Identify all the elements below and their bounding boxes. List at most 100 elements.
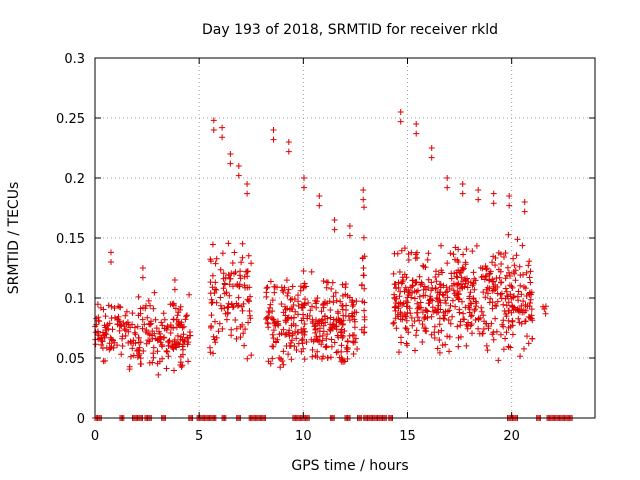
data-point bbox=[100, 329, 106, 336]
data-point bbox=[399, 316, 406, 323]
data-point bbox=[446, 348, 453, 355]
data-point bbox=[392, 281, 399, 287]
data-point bbox=[338, 355, 345, 361]
data-point bbox=[274, 321, 281, 328]
data-point bbox=[469, 282, 476, 289]
data-point bbox=[421, 283, 428, 290]
data-point bbox=[161, 325, 168, 332]
data-point bbox=[439, 269, 446, 276]
data-point bbox=[460, 251, 467, 258]
data-point bbox=[217, 266, 224, 273]
data-point bbox=[121, 323, 128, 330]
data-point bbox=[236, 283, 243, 290]
data-point bbox=[413, 309, 420, 316]
data-point bbox=[504, 272, 510, 279]
data-point bbox=[304, 315, 311, 322]
data-point bbox=[361, 307, 368, 314]
data-point bbox=[288, 356, 295, 363]
data-point bbox=[129, 345, 136, 352]
data-point bbox=[127, 338, 134, 345]
data-point bbox=[281, 284, 288, 291]
data-point bbox=[318, 308, 325, 315]
data-point bbox=[239, 321, 246, 328]
data-point bbox=[396, 293, 403, 300]
data-point bbox=[323, 284, 330, 291]
data-point bbox=[285, 329, 292, 336]
data-point bbox=[106, 340, 113, 347]
data-point bbox=[290, 302, 297, 308]
data-point bbox=[239, 307, 246, 314]
data-point bbox=[505, 299, 512, 306]
data-point bbox=[119, 343, 126, 349]
data-point bbox=[455, 343, 462, 350]
data-point bbox=[333, 326, 340, 333]
data-point bbox=[444, 260, 451, 267]
data-point bbox=[349, 303, 356, 310]
data-point bbox=[213, 255, 220, 262]
data-point bbox=[157, 333, 164, 340]
data-point-peak bbox=[139, 265, 146, 271]
data-point bbox=[267, 301, 274, 308]
data-point bbox=[285, 351, 292, 358]
data-point bbox=[300, 345, 307, 352]
data-point bbox=[177, 303, 184, 310]
data-point bbox=[127, 353, 134, 360]
data-point-peak bbox=[506, 193, 513, 199]
data-point bbox=[488, 320, 495, 327]
data-point bbox=[248, 352, 255, 359]
data-point bbox=[244, 268, 251, 275]
data-point bbox=[435, 271, 442, 278]
data-point bbox=[457, 270, 464, 276]
data-point bbox=[170, 302, 177, 309]
data-point bbox=[171, 367, 177, 374]
data-point-peak bbox=[475, 187, 482, 193]
data-point bbox=[433, 278, 440, 285]
data-point bbox=[245, 252, 252, 259]
data-point bbox=[156, 328, 162, 335]
data-point bbox=[295, 340, 302, 347]
data-point-peak bbox=[219, 124, 226, 131]
data-point bbox=[328, 336, 335, 343]
data-point-peak bbox=[227, 160, 234, 167]
data-point bbox=[225, 240, 232, 247]
data-point bbox=[509, 284, 516, 291]
data-point-peak bbox=[270, 127, 277, 133]
data-point bbox=[454, 323, 461, 330]
data-point bbox=[489, 305, 496, 312]
data-point bbox=[213, 286, 220, 293]
data-point bbox=[490, 278, 497, 285]
data-point bbox=[209, 241, 216, 248]
data-point bbox=[277, 356, 284, 363]
data-point bbox=[186, 332, 193, 339]
data-point bbox=[219, 325, 226, 332]
data-point bbox=[497, 279, 504, 286]
data-point bbox=[222, 274, 229, 281]
data-point bbox=[303, 339, 310, 345]
data-point bbox=[286, 306, 293, 313]
data-point bbox=[173, 344, 180, 351]
data-point bbox=[438, 327, 445, 334]
data-point bbox=[502, 285, 509, 292]
data-point bbox=[229, 260, 236, 266]
data-point bbox=[132, 324, 138, 331]
data-point bbox=[212, 318, 218, 325]
data-point bbox=[495, 266, 502, 273]
data-point bbox=[463, 321, 470, 328]
data-point bbox=[108, 303, 115, 310]
data-point bbox=[174, 339, 180, 346]
data-point bbox=[163, 348, 170, 354]
data-point bbox=[391, 319, 397, 326]
data-point bbox=[409, 322, 416, 329]
data-point bbox=[118, 351, 125, 358]
data-point bbox=[159, 322, 166, 329]
data-point bbox=[398, 339, 405, 346]
data-point bbox=[466, 293, 473, 300]
data-point bbox=[436, 281, 443, 288]
data-point bbox=[228, 270, 235, 277]
data-point bbox=[350, 351, 357, 357]
data-point bbox=[265, 314, 272, 320]
data-point bbox=[211, 336, 218, 343]
data-point bbox=[463, 342, 470, 349]
data-point bbox=[402, 325, 409, 331]
data-point bbox=[484, 290, 491, 297]
